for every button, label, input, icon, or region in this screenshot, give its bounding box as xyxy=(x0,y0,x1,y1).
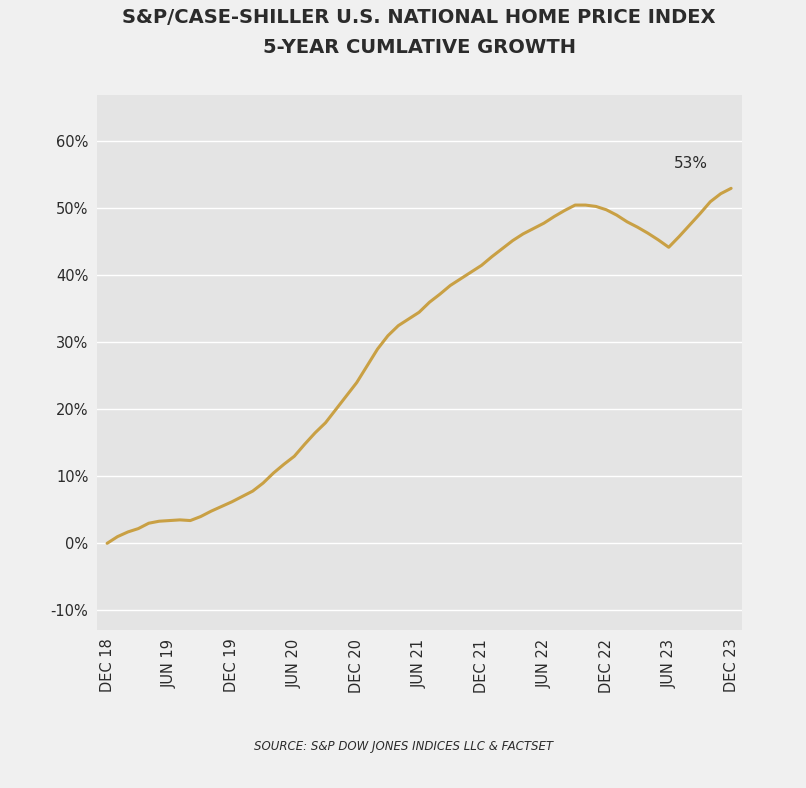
Text: SOURCE: S&P DOW JONES INDICES LLC & FACTSET: SOURCE: S&P DOW JONES INDICES LLC & FACT… xyxy=(254,740,552,753)
Text: 53%: 53% xyxy=(674,156,708,171)
Title: S&P/CASE-SHILLER U.S. NATIONAL HOME PRICE INDEX
5-YEAR CUMLATIVE GROWTH: S&P/CASE-SHILLER U.S. NATIONAL HOME PRIC… xyxy=(123,9,716,57)
